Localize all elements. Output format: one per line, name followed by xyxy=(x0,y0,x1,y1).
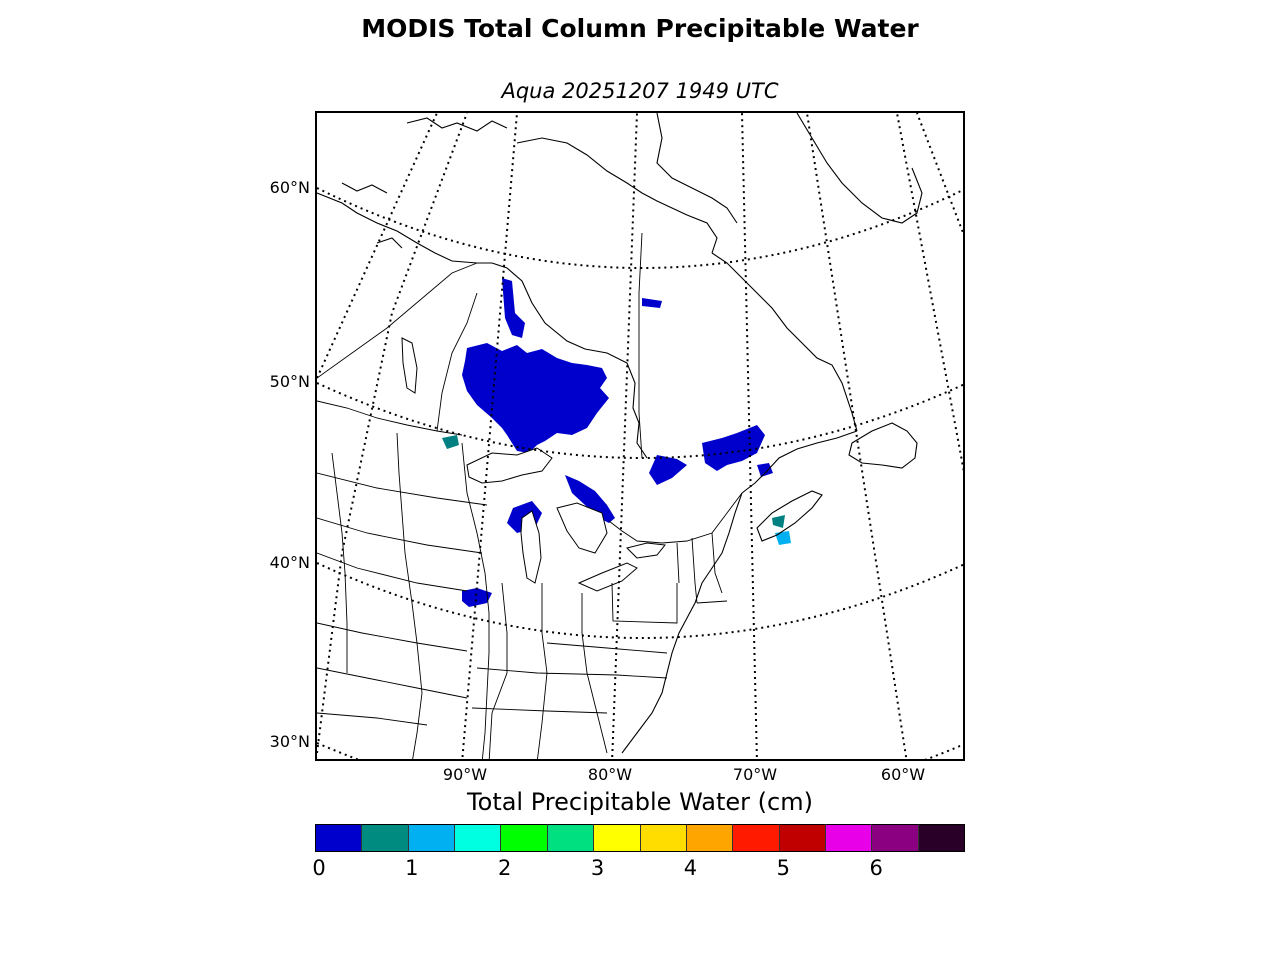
great-lakes xyxy=(401,337,666,592)
colorbar-segment-0 xyxy=(316,825,363,851)
parallel-40n xyxy=(317,562,963,639)
precip-region-huron xyxy=(565,475,615,523)
lake-erie xyxy=(577,562,638,592)
atlantic-coast xyxy=(621,492,743,754)
meridian-110w xyxy=(317,113,468,754)
colorbar-tick-1: 1 xyxy=(405,856,419,880)
colorbar-segment-13 xyxy=(918,825,965,851)
colorbar-tick-2: 2 xyxy=(498,856,512,880)
lon-label-90w: 90°W xyxy=(442,765,488,784)
parallel-50n xyxy=(317,382,963,459)
newfoundland-outline xyxy=(848,422,918,469)
lake-superior xyxy=(466,447,553,484)
colorbar-segment-5 xyxy=(547,825,595,851)
parallel-60n xyxy=(317,187,963,269)
colorbar-tick-0: 0 xyxy=(312,856,326,880)
lake-winnipeg xyxy=(401,337,418,394)
precip-region-james-bay xyxy=(642,298,662,308)
colorbar-tick-3: 3 xyxy=(590,856,605,880)
meridian-90w xyxy=(461,113,518,759)
colorbar-segment-8 xyxy=(686,825,734,851)
labrador-coast xyxy=(711,252,858,432)
precip-region-quebec2 xyxy=(649,455,687,485)
lat-label-60n: 60°N xyxy=(269,178,310,197)
canada-provinces xyxy=(317,232,643,459)
colorbar-tick-6: 6 xyxy=(869,856,883,880)
lake-michigan xyxy=(520,510,542,584)
meridian-80w xyxy=(611,113,638,759)
precip-region-illinois xyxy=(462,588,492,607)
colorbar-segment-9 xyxy=(733,825,780,851)
hudson-strait-coast xyxy=(516,137,718,254)
graticule xyxy=(317,113,963,759)
precip-region-main xyxy=(462,343,609,453)
meridian-60w xyxy=(806,113,908,759)
lake-huron xyxy=(556,502,608,554)
colorbar-segment-7 xyxy=(640,825,687,851)
political-borders xyxy=(317,232,743,759)
map-canvas xyxy=(317,113,963,759)
colorbar-tick-4: 4 xyxy=(683,856,698,880)
map-panel xyxy=(315,111,965,761)
baffin-coast xyxy=(656,113,738,224)
precip-region-quebec xyxy=(702,425,765,471)
colorbar xyxy=(315,824,965,852)
colorbar-segment-3 xyxy=(455,825,502,851)
coastlines xyxy=(317,113,923,754)
nova-scotia-outline xyxy=(756,490,823,542)
precip-region-ontario xyxy=(502,278,525,338)
greenland-coast xyxy=(796,113,923,224)
gulf-st-lawrence-coast xyxy=(741,430,858,494)
hudson-bay-coast xyxy=(491,262,648,459)
precip-region-cyan xyxy=(775,531,791,545)
meridian-100w xyxy=(317,113,438,379)
lat-label-30n: 30°N xyxy=(269,732,310,751)
meridian-40w xyxy=(916,113,963,236)
precip-region-east xyxy=(757,463,773,477)
colorbar-segment-10 xyxy=(779,825,826,851)
new-england-lines xyxy=(676,532,728,604)
us-canada-border xyxy=(317,400,743,544)
colorbar-tick-5: 5 xyxy=(776,856,790,880)
colorbar-segment-6 xyxy=(594,825,641,851)
lon-label-80w: 80°W xyxy=(587,765,633,784)
hudson-bay-west-coast xyxy=(317,192,492,264)
colorbar-segment-12 xyxy=(872,825,919,851)
chart-subtitle: Aqua 20251207 1949 UTC xyxy=(501,79,779,103)
colorbar-segment-11 xyxy=(825,825,873,851)
lake-ontario xyxy=(626,542,666,559)
colorbar-label: Total Precipitable Water (cm) xyxy=(467,788,813,816)
us-state-lines xyxy=(317,432,678,759)
colorbar-segment-4 xyxy=(501,825,548,851)
meridian-70w xyxy=(741,113,758,759)
lon-label-60w: 60°W xyxy=(880,765,926,784)
lat-label-40n: 40°N xyxy=(269,553,310,572)
colorbar-segment-2 xyxy=(408,825,456,851)
colorbar-segment-1 xyxy=(362,825,409,851)
lon-label-70w: 70°W xyxy=(732,765,778,784)
chart-title: MODIS Total Column Precipitable Water xyxy=(361,14,919,43)
arctic-islands xyxy=(341,117,508,249)
lat-label-50n: 50°N xyxy=(269,372,310,391)
